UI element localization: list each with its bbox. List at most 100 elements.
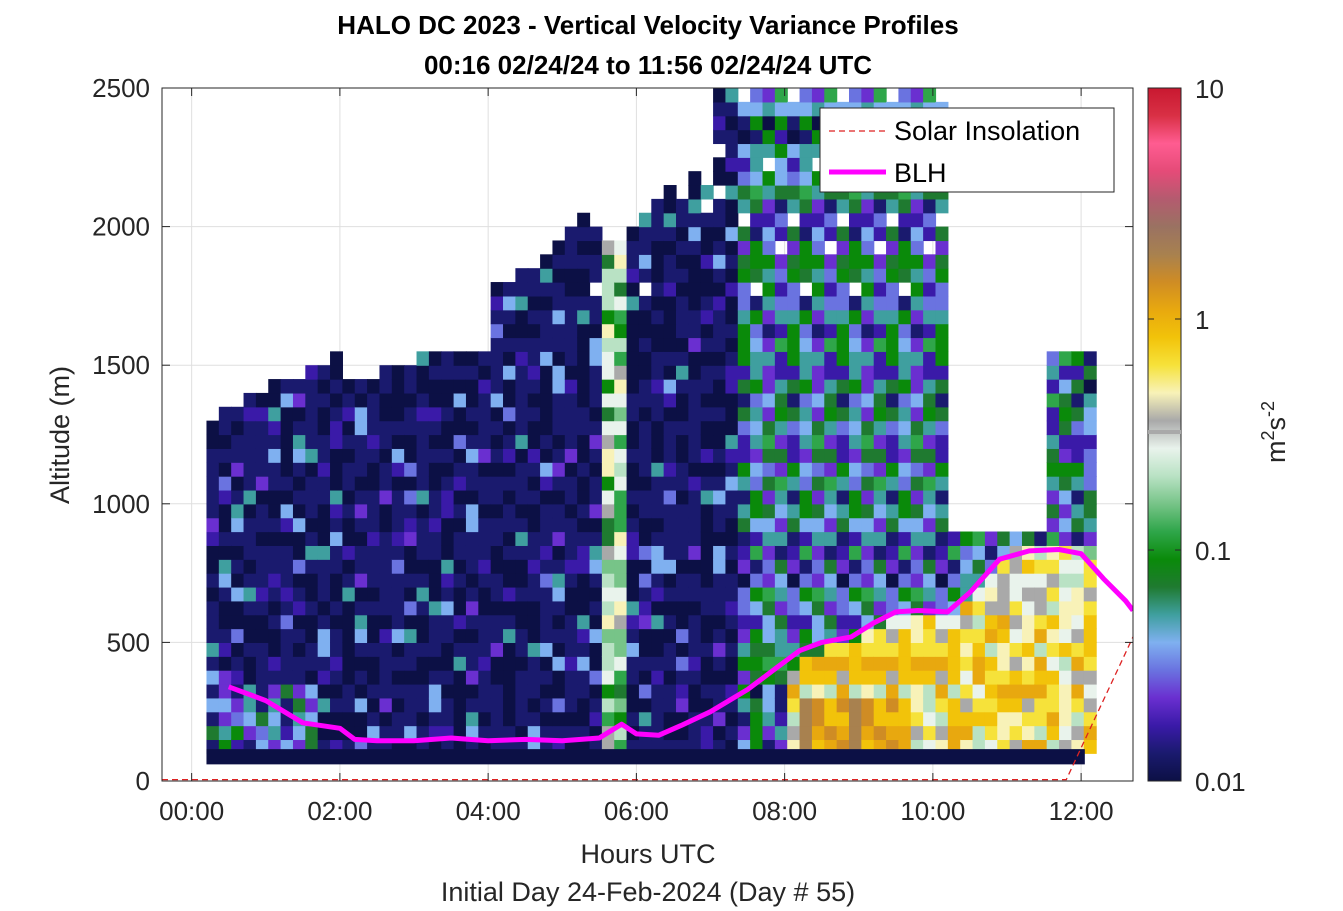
heatmap-cell: [886, 462, 900, 477]
heatmap-cell: [811, 573, 825, 588]
heatmap-cell: [910, 254, 924, 269]
heatmap-cell: [614, 448, 628, 463]
heatmap-cell: [799, 600, 813, 616]
heatmap-cell: [663, 711, 677, 727]
heatmap-cell: [1071, 725, 1085, 741]
heatmap-cell: [713, 212, 727, 228]
heatmap-cell: [564, 697, 578, 713]
heatmap-cell: [861, 226, 875, 242]
heatmap-cell: [700, 309, 714, 325]
heatmap-cell: [1071, 711, 1085, 727]
heatmap-cell: [577, 309, 591, 325]
heatmap-cell: [762, 545, 776, 560]
heatmap-cell: [774, 129, 788, 145]
heatmap-cell: [1083, 711, 1097, 727]
heatmap-cell: [527, 517, 541, 533]
heatmap-cell: [873, 628, 887, 643]
heatmap-cell: [354, 462, 368, 477]
heatmap-cell: [626, 656, 640, 671]
heatmap-cell: [527, 379, 541, 394]
heatmap-cell: [750, 268, 764, 283]
heatmap-cell: [688, 517, 702, 533]
heatmap-cell: [577, 323, 591, 339]
heatmap-cell: [700, 295, 714, 311]
heatmap-cell: [379, 517, 393, 533]
heatmap-cell: [206, 614, 220, 630]
heatmap-cell: [799, 212, 813, 228]
heatmap-cell: [1046, 656, 1060, 671]
heatmap-cell: [255, 448, 269, 463]
heatmap-cell: [886, 489, 900, 505]
heatmap-cell: [564, 295, 578, 311]
heatmap-cell: [391, 628, 405, 643]
heatmap-cell: [255, 434, 269, 449]
heatmap-cell: [960, 725, 974, 741]
y-tick-label: 1500: [92, 350, 150, 380]
heatmap-cell: [206, 573, 220, 588]
heatmap-cell: [638, 642, 652, 657]
heatmap-cell: [601, 295, 615, 311]
heatmap-cell: [626, 642, 640, 657]
heatmap-cell: [873, 351, 887, 366]
heatmap-cell: [725, 670, 739, 685]
heatmap-cell: [1021, 697, 1035, 713]
heatmap-cell: [255, 531, 269, 546]
svg-text:m2s-2: m2s-2: [1258, 401, 1291, 463]
heatmap-cell: [725, 365, 739, 380]
heatmap-cell: [441, 586, 455, 602]
heatmap-cell: [799, 254, 813, 269]
heatmap-cell: [280, 586, 294, 602]
heatmap-cell: [898, 254, 912, 269]
heatmap-cell: [886, 531, 900, 546]
heatmap-cell: [552, 517, 566, 533]
heatmap-cell: [651, 434, 665, 449]
heatmap-cell: [490, 628, 504, 643]
heatmap-cell: [317, 448, 331, 463]
heatmap-cell: [651, 683, 665, 699]
heatmap-cell: [737, 476, 751, 491]
heatmap-cell: [231, 697, 245, 713]
heatmap-cell: [1046, 448, 1060, 463]
heatmap-cell: [774, 600, 788, 616]
legend-blh-label: BLH: [894, 158, 947, 188]
heatmap-cell: [206, 683, 220, 699]
heatmap-cell: [540, 697, 554, 713]
heatmap-cell: [614, 323, 628, 339]
heatmap-cell: [490, 656, 504, 671]
heatmap-cell: [478, 448, 492, 463]
heatmap-cell: [465, 476, 479, 491]
heatmap-cell: [292, 545, 306, 560]
heatmap-cell: [1083, 392, 1097, 408]
heatmap-cell: [737, 392, 751, 408]
heatmap-cell: [441, 476, 455, 491]
heatmap-cell: [873, 323, 887, 339]
heatmap-cell: [478, 725, 492, 741]
heatmap-cell: [428, 614, 442, 630]
heatmap-cell: [465, 351, 479, 366]
heatmap-cell: [824, 323, 838, 339]
heatmap-cell: [404, 503, 418, 519]
heatmap-cell: [367, 545, 381, 560]
heatmap-cell: [910, 434, 924, 449]
heatmap-cell: [737, 406, 751, 422]
heatmap-cell: [404, 711, 418, 727]
heatmap-cell: [898, 448, 912, 463]
heatmap-cell: [898, 476, 912, 491]
heatmap-cell: [713, 115, 727, 131]
heatmap-cell: [848, 351, 862, 366]
heatmap-cell: [811, 309, 825, 325]
heatmap-cell: [255, 656, 269, 671]
heatmap-cell: [206, 434, 220, 449]
heatmap-cell: [836, 295, 850, 311]
heatmap-cell: [960, 600, 974, 616]
heatmap-cell: [861, 406, 875, 422]
heatmap-cell: [280, 614, 294, 630]
heatmap-cell: [713, 711, 727, 727]
heatmap-cell: [935, 337, 949, 352]
heatmap-cell: [552, 711, 566, 727]
heatmap-cell: [861, 420, 875, 436]
heatmap-cell: [292, 586, 306, 602]
heatmap-cell: [861, 489, 875, 505]
heatmap-cell: [960, 642, 974, 657]
heatmap-cell: [947, 573, 961, 588]
